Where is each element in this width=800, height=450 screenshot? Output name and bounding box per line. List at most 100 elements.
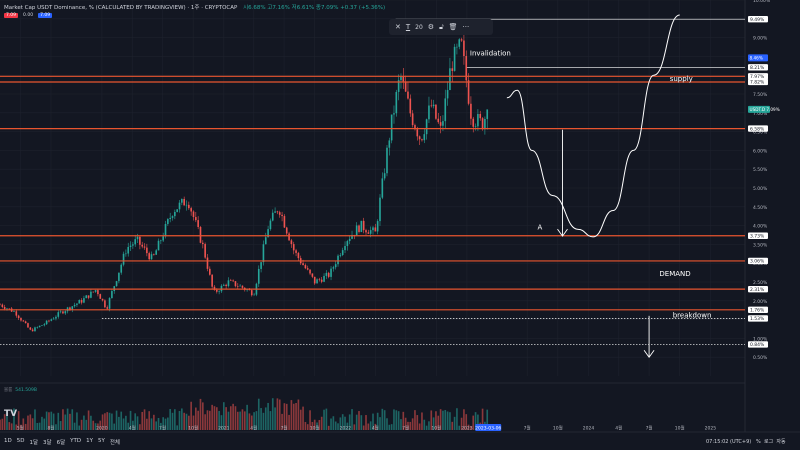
- candle-body: [78, 300, 81, 304]
- candle-body: [411, 113, 414, 126]
- volume-bar: [71, 409, 74, 430]
- volume-bar: [404, 417, 407, 430]
- volume-bar: [153, 414, 155, 430]
- level-price-tag: [748, 257, 768, 265]
- level-price-label: 3.73%: [750, 233, 765, 239]
- candle-body: [390, 114, 393, 141]
- y-tick-label: 2.00%: [753, 299, 768, 305]
- timeframe-5y[interactable]: 5Y: [97, 438, 105, 444]
- candle-body: [122, 253, 125, 265]
- level-price-label: 1.76%: [750, 308, 765, 314]
- candle-body: [274, 211, 276, 213]
- candle-body: [106, 307, 109, 309]
- level-price-tag: [748, 315, 768, 322]
- lock-icon[interactable]: 🔓︎: [439, 22, 444, 31]
- more-icon[interactable]: ···: [462, 23, 470, 31]
- x-tick-label: 2021: [218, 426, 230, 432]
- timeframe-6m[interactable]: 6달: [56, 440, 66, 446]
- volume-bar: [169, 409, 171, 430]
- volume-bar: [360, 415, 363, 430]
- x-tick-label: 4월: [615, 425, 622, 432]
- close-icon[interactable]: ✕: [395, 23, 401, 31]
- candle-body: [309, 269, 311, 274]
- timeframe-3m[interactable]: 3달: [43, 440, 52, 446]
- y-tick-label: 4.50%: [753, 205, 768, 211]
- candle-body: [174, 211, 176, 217]
- buy-price-pill[interactable]: 7.09: [38, 13, 53, 18]
- volume-bar: [38, 422, 41, 430]
- timeframe-all[interactable]: 전체: [109, 440, 120, 446]
- candle-body: [104, 300, 106, 308]
- symbol-title[interactable]: Market Cap USDT Dominance, % (CALCULATED…: [4, 5, 238, 11]
- volume-bar: [87, 410, 90, 430]
- candle-body: [472, 118, 475, 127]
- timeframe-1y[interactable]: 1Y: [86, 438, 93, 444]
- candle-body: [267, 229, 269, 238]
- volume-bar: [278, 399, 281, 430]
- volume-bar: [197, 410, 199, 430]
- volume-bar: [407, 421, 409, 430]
- candle-body: [253, 294, 255, 296]
- candle-body: [160, 240, 162, 242]
- trash-icon[interactable]: 🗑︎: [448, 23, 458, 31]
- candle-body: [155, 250, 158, 255]
- text-tool-icon[interactable]: T: [405, 23, 411, 31]
- volume-bar: [78, 425, 81, 430]
- candle-body: [22, 320, 25, 322]
- log-toggle[interactable]: 로그: [763, 439, 774, 445]
- candle-body: [38, 325, 41, 328]
- x-tick-label: 8월: [47, 425, 54, 432]
- x-tick-label: 2025: [705, 426, 717, 432]
- auto-toggle[interactable]: 자동: [776, 439, 786, 445]
- ohlc-values: 시6.68% 고7.16% 저6.61% 종7.09% +0.37 (+5.36…: [243, 5, 386, 11]
- volume-bar: [148, 411, 151, 430]
- candle-body: [269, 220, 272, 230]
- volume-bar: [215, 407, 218, 430]
- candle-body: [31, 329, 34, 332]
- settings-icon[interactable]: ⚙: [427, 23, 435, 31]
- volume-bar: [323, 409, 325, 430]
- volume-bar: [369, 421, 372, 430]
- volume-bar: [416, 415, 419, 430]
- candle-body: [227, 280, 230, 287]
- candle-body: [197, 220, 199, 228]
- volume-bar: [253, 412, 255, 430]
- volume-bar: [146, 418, 148, 430]
- volume-bar: [34, 409, 36, 430]
- volume-bar: [211, 404, 213, 430]
- candle-body: [62, 311, 64, 314]
- candle-body: [24, 321, 27, 324]
- candle-body: [195, 217, 197, 221]
- font-size-value[interactable]: 20: [415, 23, 423, 31]
- volume-bar: [311, 421, 314, 430]
- volume-bar: [332, 416, 335, 430]
- candle-body: [206, 257, 209, 269]
- candle-body: [87, 295, 90, 298]
- volume-bar: [470, 425, 472, 430]
- candle-body: [17, 315, 20, 319]
- timeframe-ytd[interactable]: YTD: [70, 438, 82, 444]
- volume-bar: [358, 411, 360, 430]
- timeframe-5d[interactable]: 5D: [16, 438, 25, 444]
- level-price-label: 0.84%: [750, 342, 765, 348]
- volume-bar: [48, 412, 50, 430]
- candle-body: [467, 80, 470, 104]
- percent-toggle[interactable]: %: [756, 439, 761, 445]
- volume-bar: [106, 412, 109, 430]
- volume-bar: [132, 420, 134, 430]
- candle-body: [358, 225, 360, 232]
- candle-body: [271, 212, 274, 221]
- volume-bar: [199, 398, 202, 430]
- candle-body: [351, 234, 353, 239]
- candle-body: [20, 318, 22, 321]
- sell-price-pill[interactable]: 7.09: [4, 13, 19, 18]
- candle-body: [57, 312, 60, 317]
- timeframe-1m[interactable]: 1달: [29, 440, 39, 446]
- candle-body: [313, 276, 316, 284]
- volume-bar: [181, 408, 183, 430]
- timeframe-1d[interactable]: 1D: [4, 438, 12, 444]
- candle-body: [234, 281, 237, 287]
- candle-body: [171, 216, 174, 218]
- volume-bar: [122, 418, 125, 430]
